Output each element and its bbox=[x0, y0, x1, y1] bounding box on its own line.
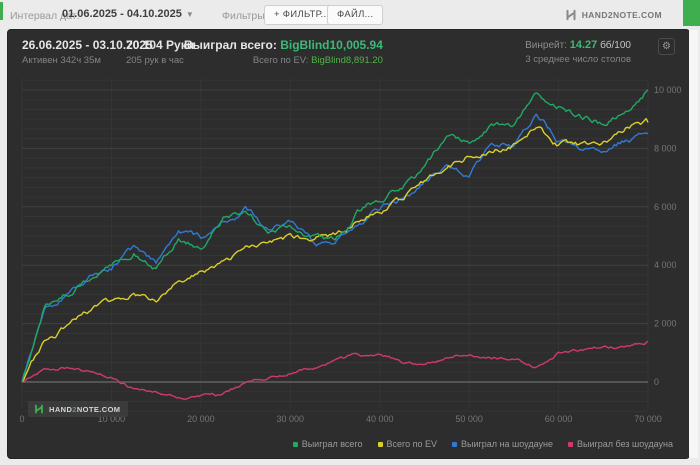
svg-text:10 000: 10 000 bbox=[654, 85, 682, 95]
legend-item-0[interactable]: Выиграл всего bbox=[292, 439, 363, 449]
svg-text:20 000: 20 000 bbox=[187, 414, 215, 424]
legend-dot-icon bbox=[377, 441, 383, 447]
date-range-selector[interactable]: 01.06.2025 - 04.10.2025 ▼ bbox=[62, 8, 194, 20]
green-corner-accent bbox=[683, 0, 700, 26]
svg-text:8 000: 8 000 bbox=[654, 143, 677, 153]
series-line-2 bbox=[21, 113, 649, 383]
left-edge-accent bbox=[0, 2, 3, 20]
period-block: 26.06.2025 - 03.10.2025 Активен 342ч 35м bbox=[22, 38, 153, 66]
legend-label: Выиграл всего bbox=[301, 439, 363, 449]
file-button[interactable]: ФАЙЛ... bbox=[327, 5, 384, 25]
winrate-block: Винрейт: 14.27 бб/100 3 среднее число ст… bbox=[525, 39, 631, 65]
ev-total-label: Всего по EV: bbox=[252, 55, 309, 66]
chevron-down-icon: ▼ bbox=[185, 9, 194, 19]
avg-tables: 3 среднее число столов bbox=[525, 54, 631, 65]
date-range-value: 01.06.2025 - 04.10.2025 bbox=[62, 8, 182, 20]
date-range-label: Интервал дат: bbox=[10, 10, 80, 22]
series-line-1 bbox=[21, 117, 649, 383]
scrollbar-gutter[interactable] bbox=[689, 30, 698, 458]
hand2note-icon bbox=[35, 404, 43, 414]
svg-text:40 000: 40 000 bbox=[366, 414, 394, 424]
legend-item-2[interactable]: Выиграл на шоудауне bbox=[452, 439, 553, 449]
legend-dot-icon bbox=[568, 441, 573, 447]
svg-text:0: 0 bbox=[19, 414, 24, 424]
add-filter-button[interactable]: + ФИЛЬТР... bbox=[264, 5, 340, 25]
svg-text:4 000: 4 000 bbox=[654, 260, 677, 270]
legend-item-1[interactable]: Всего по EV bbox=[377, 439, 438, 449]
svg-text:50 000: 50 000 bbox=[455, 414, 483, 424]
hands-count: 70 104 Руки bbox=[126, 38, 195, 52]
winrate-units: бб/100 bbox=[600, 40, 631, 51]
winrate-label: Винрейт: bbox=[525, 40, 567, 51]
winnings-block: Выиграл всего: BigBlind10,005.94 Всего п… bbox=[184, 38, 383, 66]
period-value: 26.06.2025 - 03.10.2025 bbox=[22, 38, 153, 52]
watermark-pre: HAND bbox=[49, 404, 73, 414]
winrate-value: 14.27 bbox=[569, 39, 598, 51]
watermark-digit: 2 bbox=[72, 404, 77, 414]
won-total-label: Выиграл всего: bbox=[184, 38, 277, 52]
svg-text:2 000: 2 000 bbox=[654, 319, 677, 329]
legend-item-3[interactable]: Выиграл без шоудауна bbox=[568, 439, 673, 449]
chart-legend: Выиграл всего Всего по EV Выиграл на шоуда… bbox=[292, 439, 673, 449]
toolbar: Интервал дат: 01.06.2025 - 04.10.2025 ▼ … bbox=[0, 0, 700, 30]
svg-text:60 000: 60 000 bbox=[545, 414, 573, 424]
won-total-value: BigBlind10,005.94 bbox=[280, 38, 383, 52]
legend-label: Выиграл на шоудауне bbox=[461, 439, 553, 449]
brand-text: HAND2NOTE.COM bbox=[581, 10, 662, 20]
legend-label: Выиграл без шоудауна bbox=[577, 439, 673, 449]
filters-label: Фильтры: bbox=[222, 10, 268, 22]
ev-total-value: BigBlind8,891.20 bbox=[311, 55, 383, 66]
gear-icon[interactable]: ⚙ bbox=[658, 38, 675, 55]
svg-text:0: 0 bbox=[654, 377, 659, 387]
legend-dot-icon bbox=[452, 441, 458, 447]
hands-per-hour: 205 рук в час bbox=[126, 55, 184, 66]
brand-logo: HAND2NOTE.COM bbox=[565, 9, 662, 21]
svg-text:70 000: 70 000 bbox=[634, 414, 662, 424]
hands-block: 70 104 Руки 205 рук в час bbox=[126, 38, 194, 66]
legend-label: Всего по EV bbox=[386, 439, 438, 449]
svg-text:6 000: 6 000 bbox=[654, 202, 677, 212]
chart-watermark: HAND2NOTE.COM bbox=[28, 401, 129, 417]
svg-text:30 000: 30 000 bbox=[277, 414, 305, 424]
watermark-post: NOTE.COM bbox=[76, 404, 121, 414]
active-time: Активен 342ч 35м bbox=[22, 55, 101, 66]
series-line-0 bbox=[21, 89, 649, 383]
series-line-3 bbox=[21, 340, 649, 401]
legend-dot-icon bbox=[292, 441, 298, 447]
hand2note-icon bbox=[566, 9, 576, 21]
